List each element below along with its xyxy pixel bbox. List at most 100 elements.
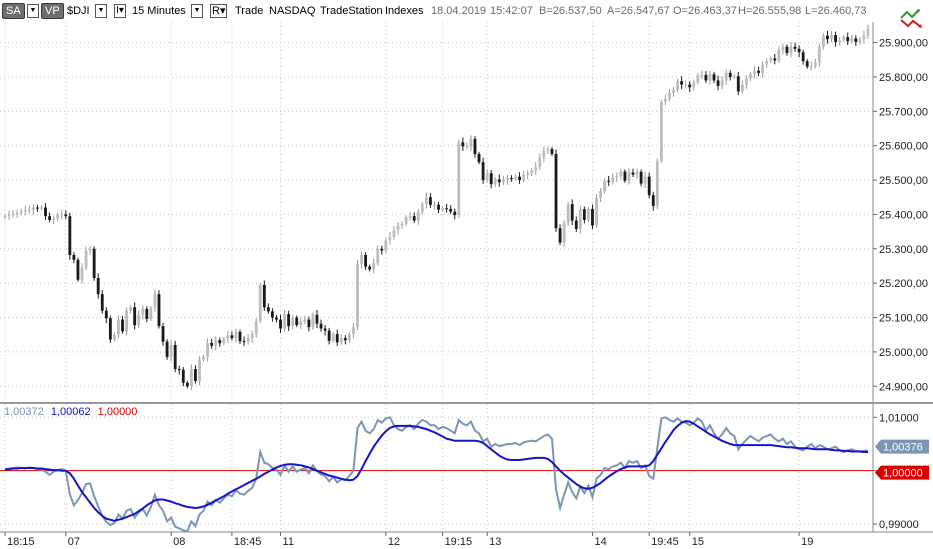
price-tick-label: 24.900,00 <box>879 381 928 393</box>
candle-body <box>817 46 821 63</box>
candle-body <box>651 195 655 206</box>
candle-body <box>728 72 732 77</box>
candle-body <box>668 92 671 99</box>
candle-body <box>761 64 765 73</box>
time-tick-label: 14 <box>594 536 606 548</box>
candle-body <box>149 307 153 319</box>
candle-body <box>437 204 440 210</box>
r-button-label: R <box>212 5 220 17</box>
candle-body <box>319 323 323 329</box>
candle-body <box>530 170 534 174</box>
candle-body <box>826 35 829 40</box>
candle-body <box>757 70 761 73</box>
candle-body <box>287 314 291 327</box>
time-tick-label: 07 <box>68 536 80 548</box>
candle-body <box>133 307 137 326</box>
candle-body <box>112 334 116 340</box>
candle-body <box>862 35 866 40</box>
candle-body <box>315 314 319 324</box>
candle-body <box>805 61 809 67</box>
candle-body <box>177 369 181 371</box>
time-tick-label: 19 <box>801 536 813 548</box>
candle-body <box>384 240 388 251</box>
candle-body <box>704 74 708 81</box>
time-label: 15:42:07 <box>490 5 533 17</box>
candle-body <box>655 161 659 206</box>
candle-body <box>749 74 752 79</box>
candle-body <box>429 197 432 205</box>
time-tick-label: 08 <box>173 536 185 548</box>
candle-body <box>481 162 485 181</box>
candle-body <box>246 338 250 342</box>
candle-body <box>36 207 39 209</box>
category-label: Indexes <box>385 5 424 17</box>
price-tick-label: 25.400,00 <box>879 209 928 221</box>
candle-body <box>238 331 242 342</box>
candle-body <box>534 167 538 171</box>
candle-body <box>412 216 416 221</box>
candle-body <box>335 334 339 343</box>
candle-body <box>376 248 380 264</box>
candle-body <box>595 197 598 226</box>
candle-body <box>526 173 530 175</box>
trend-arrows-svg <box>900 9 922 28</box>
sa-button[interactable]: SA <box>2 3 25 19</box>
candle-body <box>80 267 84 280</box>
candle-body <box>493 179 497 185</box>
candle-body <box>222 338 226 344</box>
r-button[interactable]: R▾ <box>210 4 228 18</box>
candle-body <box>404 217 408 225</box>
symbol-dropdown-icon[interactable]: ▼ <box>95 4 107 18</box>
candle-body <box>712 74 716 81</box>
interval-dropdown-icon[interactable]: ▼ <box>191 4 203 18</box>
candle-body <box>469 138 473 147</box>
symbol-label[interactable]: $DJI <box>67 5 90 17</box>
interval-marker-icon[interactable]: I▾ <box>114 4 126 18</box>
candle-body <box>570 204 574 221</box>
candle-body <box>100 294 104 311</box>
candle-body <box>724 72 728 81</box>
candle-body <box>574 220 578 229</box>
candle-body <box>230 335 234 339</box>
vp-button[interactable]: VP <box>41 3 64 19</box>
trade-label: Trade <box>235 5 264 17</box>
sa-dropdown-icon[interactable]: ▼ <box>27 4 39 18</box>
candle-body <box>562 223 566 243</box>
candle-body <box>165 341 169 358</box>
candle-body <box>76 259 80 280</box>
candle-body <box>327 330 331 341</box>
source-label: TradeStation <box>320 5 383 17</box>
time-tick-label: 12 <box>388 536 400 548</box>
price-tick-label: 25.600,00 <box>879 141 928 153</box>
candle-body <box>7 215 11 217</box>
candle-body <box>736 76 740 92</box>
candle-body <box>104 310 108 319</box>
candle-body <box>420 204 424 212</box>
candle-body <box>331 334 335 341</box>
candle-body <box>343 338 347 341</box>
candle-body <box>44 207 47 217</box>
candle-body <box>295 317 299 326</box>
time-tick-label: 15 <box>692 536 704 548</box>
candle-body <box>88 248 92 251</box>
candle-body <box>510 178 513 180</box>
price-tick-label: 25.500,00 <box>879 175 928 187</box>
candle-body <box>538 157 542 168</box>
candle-body <box>408 216 412 218</box>
candle-body <box>457 142 461 216</box>
candle-body <box>11 213 15 216</box>
interval-label[interactable]: 15 Minutes <box>132 5 186 17</box>
candle-body <box>591 208 594 226</box>
candle-body <box>96 278 100 295</box>
candle-body <box>514 176 517 179</box>
candle-body <box>108 318 112 340</box>
candle-body <box>769 58 773 62</box>
candle-body <box>368 266 372 270</box>
candle-body <box>611 177 615 182</box>
candle-body <box>720 80 724 86</box>
trend-arrows-icon[interactable] <box>900 8 926 28</box>
candle-body <box>388 236 392 241</box>
candle-body <box>181 369 185 383</box>
candle-body <box>501 180 505 183</box>
